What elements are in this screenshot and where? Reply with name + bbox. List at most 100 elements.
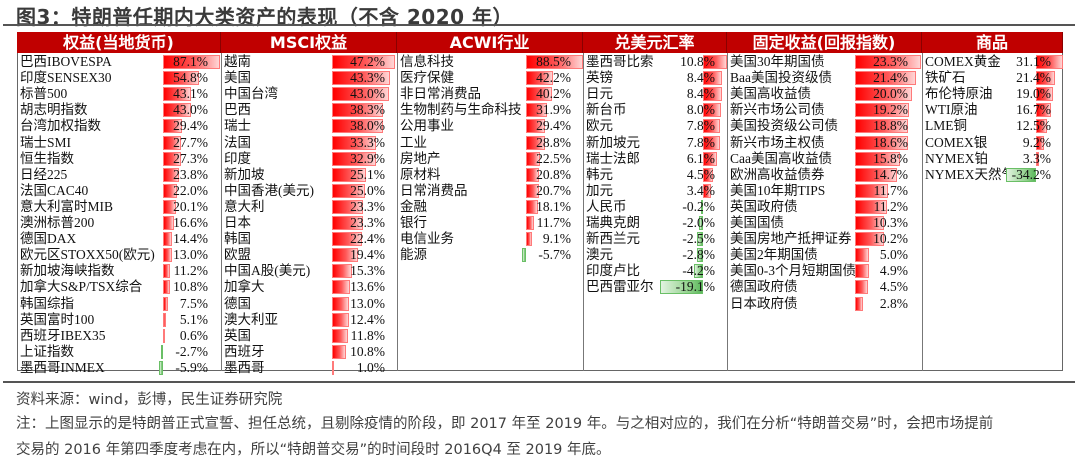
column-header: ACWI行业 [397,32,583,53]
row-value: 10.8% [680,54,715,69]
positive-data-bar [1036,87,1053,102]
row-label: 英国 [224,327,251,343]
positive-data-bar [855,232,884,247]
row-label: Baa美国投资级债 [730,70,832,86]
row-value: 23.3% [350,198,385,214]
row-label: NYMEX天然气 [925,166,1015,182]
row-value: 5.0% [879,247,908,263]
row-value: 43.3% [350,70,385,86]
row-label: 信息科技 [400,54,454,69]
row-label: 瑞士SMI [20,134,72,150]
positive-data-bar [855,280,868,295]
positive-data-bar [163,167,179,182]
row-value: 18.1% [536,198,571,214]
row-label: 印度SENSEX30 [20,70,112,86]
positive-data-bar [1036,135,1045,150]
positive-data-bar [703,183,711,198]
row-value: 20.8% [536,166,571,182]
row-value: 38.0% [350,118,385,134]
row-value: 54.8% [173,70,208,86]
row-value: 31.1% [1016,54,1051,69]
row-label: 瑞士法郎 [586,150,640,166]
positive-data-bar [332,216,364,230]
row-label: Caa美国高收益债 [730,150,832,166]
positive-data-bar [526,183,540,198]
row-label: 英国富时100 [20,311,95,327]
positive-data-bar [163,183,178,198]
row-label: 布伦特原油 [925,86,993,102]
row-value: 19.0% [1016,86,1051,102]
row-value: 7.8% [686,118,715,134]
row-value: 4.9% [879,263,908,279]
row-value: -2.7% [175,343,208,359]
positive-data-bar [332,280,351,295]
row-value: 20.1% [173,198,208,214]
row-value: 11.7% [873,182,908,198]
row-value: 42.2% [536,70,571,86]
positive-data-bar [1036,55,1064,69]
row-value: 10.3% [873,215,908,230]
row-label: 美国房地产抵押证券 [730,231,852,247]
row-value: 7.5% [179,295,208,311]
row-value: 20.0% [873,86,908,102]
positive-data-bar [855,71,916,86]
negative-data-bar [697,232,703,247]
row-label: 日经225 [20,166,68,182]
row-label: 美国10年期TIPS [730,182,826,198]
positive-data-bar [703,119,721,134]
row-label: 澳洲标普200 [20,215,95,230]
row-value: 8.0% [686,102,715,118]
positive-data-bar [332,296,350,311]
positive-data-bar [163,296,168,311]
row-value: 25.0% [350,182,385,198]
positive-data-bar [163,103,192,118]
row-label: 英镑 [586,70,613,86]
row-label: 加拿大S&P/TSX综合 [20,279,143,295]
row-label: 新加坡 [224,166,265,182]
row-label: 工业 [400,134,427,150]
row-label: LME铜 [925,118,967,134]
row-value: -2.8% [682,247,715,263]
row-value: -5.7% [538,247,571,263]
row-label: 西班牙IBEX35 [20,327,106,343]
row-value: -4.2% [682,263,715,279]
positive-data-bar [332,344,347,359]
row-label: 意大利 [224,198,265,214]
positive-data-bar [163,328,165,343]
positive-data-bar [855,248,870,263]
row-label: 新加坡海峡指数 [20,263,115,279]
negative-data-bar [693,264,703,279]
row-value: 87.1% [173,54,208,69]
row-value: 25.1% [350,166,385,182]
row-label: 瑞士 [224,118,251,134]
row-value: 29.4% [173,118,208,134]
row-label: 韩国 [224,231,251,247]
positive-data-bar [703,135,721,150]
row-value: 12.5% [1016,118,1051,134]
row-label: 美国高收益债 [730,86,811,102]
positive-data-bar [332,87,390,102]
positive-data-bar [332,312,349,327]
row-value: 11.2% [173,263,208,279]
row-value: 27.7% [173,134,208,150]
row-label: 美国投资级公司债 [730,118,838,134]
row-value: 13.0% [350,295,385,311]
negative-data-bar [1005,167,1036,182]
row-label: 欧元 [586,118,613,134]
row-label: 原材料 [400,166,441,182]
row-value: 22.5% [536,150,571,166]
row-value: 29.4% [536,118,571,134]
row-value: 14.7% [873,166,908,182]
row-value: 18.6% [873,134,908,150]
row-value: 43.0% [173,102,208,118]
positive-data-bar [163,264,171,279]
positive-data-bar [703,71,722,86]
row-label: 中国香港(美元) [224,182,314,198]
row-label: 韩元 [586,166,613,182]
positive-data-bar [332,199,364,214]
row-label: 美国国债 [730,215,784,230]
row-label: 能源 [400,247,427,263]
negative-data-bar [698,216,703,230]
negative-data-bar [522,248,526,263]
row-value: 43.0% [350,86,385,102]
